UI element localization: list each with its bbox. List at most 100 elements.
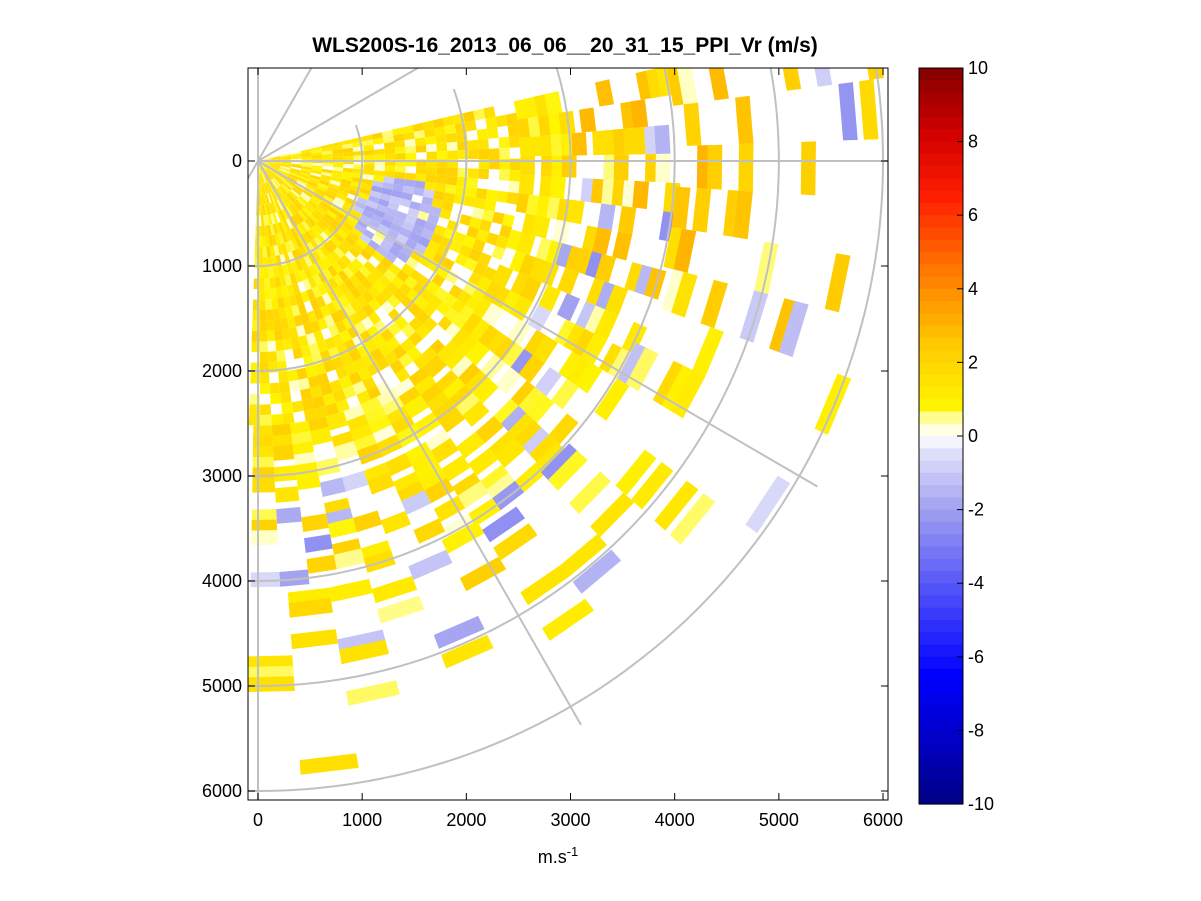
velocity-cell <box>508 413 537 443</box>
velocity-cell <box>520 565 569 606</box>
velocity-cell <box>549 413 579 445</box>
velocity-cell <box>260 183 263 195</box>
velocity-cell <box>342 266 355 279</box>
velocity-cell <box>300 170 311 175</box>
velocity-cell <box>493 523 538 561</box>
velocity-cell <box>838 82 858 141</box>
velocity-cell <box>286 262 295 275</box>
velocity-cell <box>363 260 376 273</box>
colorbar-band <box>919 276 963 290</box>
velocity-cell <box>270 393 282 405</box>
velocity-cell <box>311 151 323 156</box>
velocity-cell <box>281 264 290 276</box>
velocity-cell <box>412 187 425 197</box>
velocity-cell <box>425 135 437 145</box>
velocity-cell <box>360 396 384 419</box>
velocity-cell <box>389 222 403 234</box>
velocity-cell <box>321 147 333 152</box>
velocity-cell <box>296 181 307 188</box>
velocity-cell <box>566 356 594 388</box>
velocity-cell <box>374 165 385 172</box>
velocity-cell <box>443 513 476 541</box>
velocity-cell <box>478 324 502 350</box>
velocity-cell <box>354 321 367 335</box>
velocity-cell <box>542 598 594 641</box>
velocity-cell <box>349 299 362 313</box>
velocity-cell <box>363 149 375 156</box>
velocity-cell <box>468 271 483 287</box>
velocity-cell <box>304 534 333 553</box>
velocity-cell <box>291 187 302 196</box>
velocity-cell <box>284 274 292 286</box>
velocity-cell <box>296 224 305 236</box>
velocity-cell <box>258 247 263 258</box>
velocity-cell <box>398 386 423 410</box>
velocity-cell <box>393 288 407 303</box>
velocity-cell <box>327 265 338 278</box>
velocity-cell <box>322 280 334 293</box>
velocity-cell <box>362 376 377 391</box>
colorbar-band <box>919 202 963 216</box>
velocity-cell <box>323 195 335 204</box>
colorbar-band <box>919 570 963 584</box>
velocity-cell <box>281 209 289 220</box>
velocity-cell <box>272 178 280 188</box>
velocity-cell <box>299 753 359 775</box>
velocity-cell <box>441 257 455 271</box>
velocity-cell <box>373 209 386 219</box>
velocity-cell <box>277 244 284 256</box>
velocity-cell <box>295 259 304 272</box>
velocity-cell <box>309 197 320 207</box>
velocity-cell <box>317 203 329 213</box>
velocity-cell <box>295 212 305 223</box>
velocity-cell <box>483 281 505 305</box>
velocity-cell <box>393 133 405 142</box>
x-axis: 0 1000 2000 3000 4000 5000 6000 <box>253 68 903 830</box>
velocity-cell <box>363 169 375 176</box>
velocity-cell <box>353 357 367 372</box>
velocity-cell <box>457 481 489 509</box>
velocity-cell <box>427 260 442 274</box>
velocity-cell <box>449 240 463 254</box>
velocity-cell <box>456 392 483 419</box>
velocity-cell <box>275 486 300 503</box>
velocity-cell <box>315 188 327 196</box>
velocity-cell <box>258 173 261 185</box>
velocity-cell <box>473 297 496 322</box>
velocity-cell <box>272 444 295 461</box>
velocity-cell <box>423 354 447 379</box>
velocity-cell <box>310 320 321 333</box>
velocity-cell <box>398 282 413 296</box>
velocity-cell <box>332 152 344 157</box>
velocity-cell <box>529 434 560 466</box>
velocity-cell <box>447 150 458 160</box>
velocity-cell <box>304 231 314 242</box>
velocity-cell <box>360 183 373 191</box>
velocity-cell <box>486 472 518 502</box>
velocity-cell <box>262 172 268 183</box>
velocity-cell <box>359 214 372 225</box>
velocity-cell <box>269 382 281 394</box>
velocity-cell <box>264 278 271 289</box>
velocity-cell <box>491 264 514 288</box>
velocity-cell <box>395 210 408 221</box>
velocity-cell <box>409 201 422 211</box>
velocity-cell <box>323 359 336 373</box>
velocity-cell <box>302 189 313 198</box>
velocity-cell <box>330 176 342 183</box>
velocity-cell <box>613 154 629 181</box>
velocity-cell <box>414 217 427 229</box>
velocity-cell <box>279 168 290 174</box>
colorbar-band <box>919 190 963 204</box>
velocity-cell <box>262 194 266 205</box>
colorbar-band <box>919 779 963 793</box>
velocity-cell <box>259 162 267 171</box>
velocity-cell <box>824 253 851 313</box>
velocity-cell <box>319 382 333 396</box>
velocity-cell <box>326 209 337 220</box>
velocity-cell <box>400 295 415 310</box>
velocity-cell <box>361 290 375 304</box>
velocity-cell <box>267 181 273 192</box>
velocity-cell <box>333 548 365 570</box>
velocity-cell <box>631 462 674 510</box>
